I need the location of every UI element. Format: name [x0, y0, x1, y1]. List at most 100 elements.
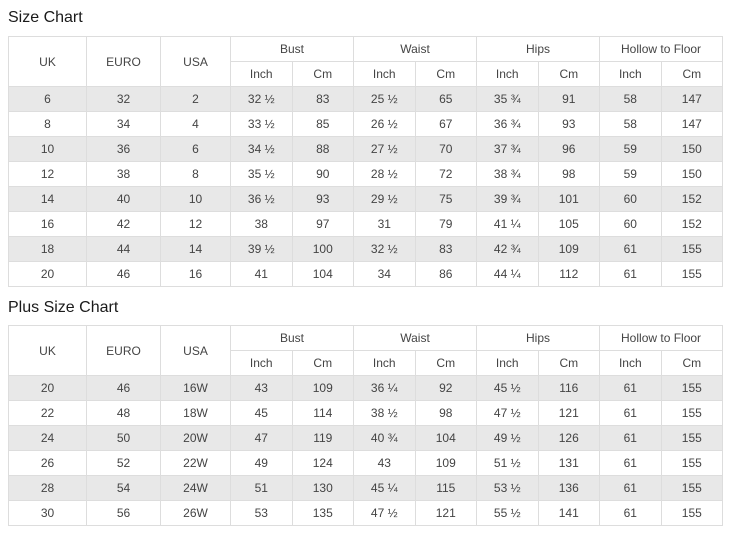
table-cell: 61 [599, 475, 662, 501]
column-header-usa: USA [160, 36, 231, 87]
table-row: 30 56 26W 53 135 47 ½ 121 55 ½ 141 61 155 [8, 500, 724, 526]
table-cell: 29 ½ [353, 186, 416, 212]
column-header-waist-inch: Inch [353, 61, 416, 87]
table-cell: 18W [160, 400, 231, 426]
column-header-waist-cm: Cm [414, 61, 478, 87]
table-cell: 24W [160, 475, 231, 501]
table-cell: 12 [8, 161, 87, 187]
table-row: 18 44 14 39 ½ 100 32 ½ 83 42 ¾ 109 61 155 [8, 236, 724, 262]
table-cell: 61 [599, 425, 662, 451]
table-cell: 36 ¼ [353, 375, 416, 401]
table-cell: 150 [660, 161, 724, 187]
table-cell: 16 [8, 211, 87, 237]
table-cell: 38 ¾ [476, 161, 539, 187]
table-cell: 90 [291, 161, 355, 187]
table-cell: 121 [414, 500, 478, 526]
column-group-bust: Bust [229, 325, 355, 351]
table-cell: 116 [537, 375, 601, 401]
table-cell: 28 [8, 475, 87, 501]
column-header-euro: EURO [86, 325, 161, 376]
table-cell: 34 [353, 261, 416, 287]
plus-size-chart-title: Plus Size Chart [8, 299, 119, 316]
table-cell: 38 ½ [353, 400, 416, 426]
table-cell: 40 [86, 186, 161, 212]
table-cell: 20 [8, 261, 87, 287]
table-cell: 152 [660, 211, 724, 237]
column-header-bust-cm: Cm [291, 350, 355, 376]
table-cell: 135 [291, 500, 355, 526]
column-header-waist-inch: Inch [353, 350, 416, 376]
table-cell: 150 [660, 136, 724, 162]
table-cell: 32 ½ [353, 236, 416, 262]
column-header-hips-cm: Cm [537, 61, 601, 87]
table-cell: 41 [230, 261, 293, 287]
table-row: 24 50 20W 47 119 40 ¾ 104 49 ½ 126 61 155 [8, 425, 724, 451]
table-cell: 109 [291, 375, 355, 401]
table-cell: 114 [291, 400, 355, 426]
table-cell: 97 [291, 211, 355, 237]
table-cell: 96 [537, 136, 601, 162]
table-cell: 155 [660, 475, 724, 501]
column-header-hips-inch: Inch [476, 61, 539, 87]
table-cell: 18 [8, 236, 87, 262]
table-cell: 155 [660, 261, 724, 287]
table-cell: 109 [414, 450, 478, 476]
table-cell: 60 [599, 186, 662, 212]
table-cell: 58 [599, 111, 662, 137]
table-cell: 36 [86, 136, 161, 162]
table-cell: 61 [599, 450, 662, 476]
table-cell: 61 [599, 261, 662, 287]
table-cell: 104 [291, 261, 355, 287]
table-cell: 75 [414, 186, 478, 212]
table-cell: 6 [160, 136, 231, 162]
column-header-hollow-cm: Cm [660, 350, 724, 376]
column-header-usa: USA [160, 325, 231, 376]
table-cell: 38 [86, 161, 161, 187]
table-cell: 28 ½ [353, 161, 416, 187]
table-cell: 44 [86, 236, 161, 262]
table-cell: 121 [537, 400, 601, 426]
table-cell: 31 [353, 211, 416, 237]
table-cell: 101 [537, 186, 601, 212]
table-cell: 51 ½ [476, 450, 539, 476]
table-cell: 47 ½ [476, 400, 539, 426]
table-cell: 49 ½ [476, 425, 539, 451]
column-header-hollow-cm: Cm [660, 61, 724, 87]
table-cell: 83 [414, 236, 478, 262]
table-cell: 155 [660, 400, 724, 426]
table-cell: 10 [8, 136, 87, 162]
table-cell: 130 [291, 475, 355, 501]
table-cell: 59 [599, 161, 662, 187]
table-cell: 16W [160, 375, 231, 401]
table-cell: 61 [599, 500, 662, 526]
table-cell: 155 [660, 450, 724, 476]
table-cell: 8 [8, 111, 87, 137]
table-cell: 30 [8, 500, 87, 526]
table-cell: 155 [660, 500, 724, 526]
table-cell: 67 [414, 111, 478, 137]
table-cell: 22W [160, 450, 231, 476]
table-cell: 115 [414, 475, 478, 501]
table-cell: 47 ½ [353, 500, 416, 526]
table-cell: 26 ½ [353, 111, 416, 137]
table-cell: 35 ½ [230, 161, 293, 187]
table-cell: 45 ½ [476, 375, 539, 401]
column-header-hollow-inch: Inch [599, 61, 662, 87]
column-group-waist: Waist [353, 36, 478, 62]
column-header-hips-inch: Inch [476, 350, 539, 376]
table-cell: 51 [230, 475, 293, 501]
table-cell: 8 [160, 161, 231, 187]
table-cell: 58 [599, 86, 662, 112]
table-cell: 39 ½ [230, 236, 293, 262]
table-cell: 50 [86, 425, 161, 451]
table-cell: 26 [8, 450, 87, 476]
table-cell: 72 [414, 161, 478, 187]
table-cell: 33 ½ [230, 111, 293, 137]
table-cell: 155 [660, 425, 724, 451]
table-cell: 86 [414, 261, 478, 287]
table-cell: 79 [414, 211, 478, 237]
table-cell: 41 ¼ [476, 211, 539, 237]
table-row: 14 40 10 36 ½ 93 29 ½ 75 39 ¾ 101 60 152 [8, 186, 724, 212]
table-cell: 14 [8, 186, 87, 212]
table-cell: 34 [86, 111, 161, 137]
